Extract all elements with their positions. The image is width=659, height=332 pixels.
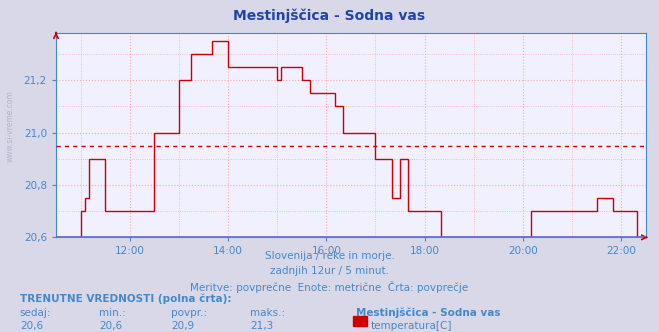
Text: Meritve: povprečne  Enote: metrične  Črta: povprečje: Meritve: povprečne Enote: metrične Črta:… — [190, 281, 469, 292]
Text: min.:: min.: — [99, 308, 126, 318]
Text: Mestinjščica - Sodna vas: Mestinjščica - Sodna vas — [233, 8, 426, 23]
Text: Mestinjščica - Sodna vas: Mestinjščica - Sodna vas — [356, 308, 500, 318]
Text: TRENUTNE VREDNOSTI (polna črta):: TRENUTNE VREDNOSTI (polna črta): — [20, 294, 231, 304]
Text: sedaj:: sedaj: — [20, 308, 51, 318]
Text: maks.:: maks.: — [250, 308, 285, 318]
Text: www.si-vreme.com: www.si-vreme.com — [5, 90, 14, 162]
Text: 21,3: 21,3 — [250, 321, 273, 331]
Text: 20,9: 20,9 — [171, 321, 194, 331]
Text: Slovenija / reke in morje.: Slovenija / reke in morje. — [264, 251, 395, 261]
Text: 20,6: 20,6 — [99, 321, 122, 331]
Text: povpr.:: povpr.: — [171, 308, 208, 318]
Text: 20,6: 20,6 — [20, 321, 43, 331]
Text: zadnjih 12ur / 5 minut.: zadnjih 12ur / 5 minut. — [270, 266, 389, 276]
Text: temperatura[C]: temperatura[C] — [370, 321, 452, 331]
